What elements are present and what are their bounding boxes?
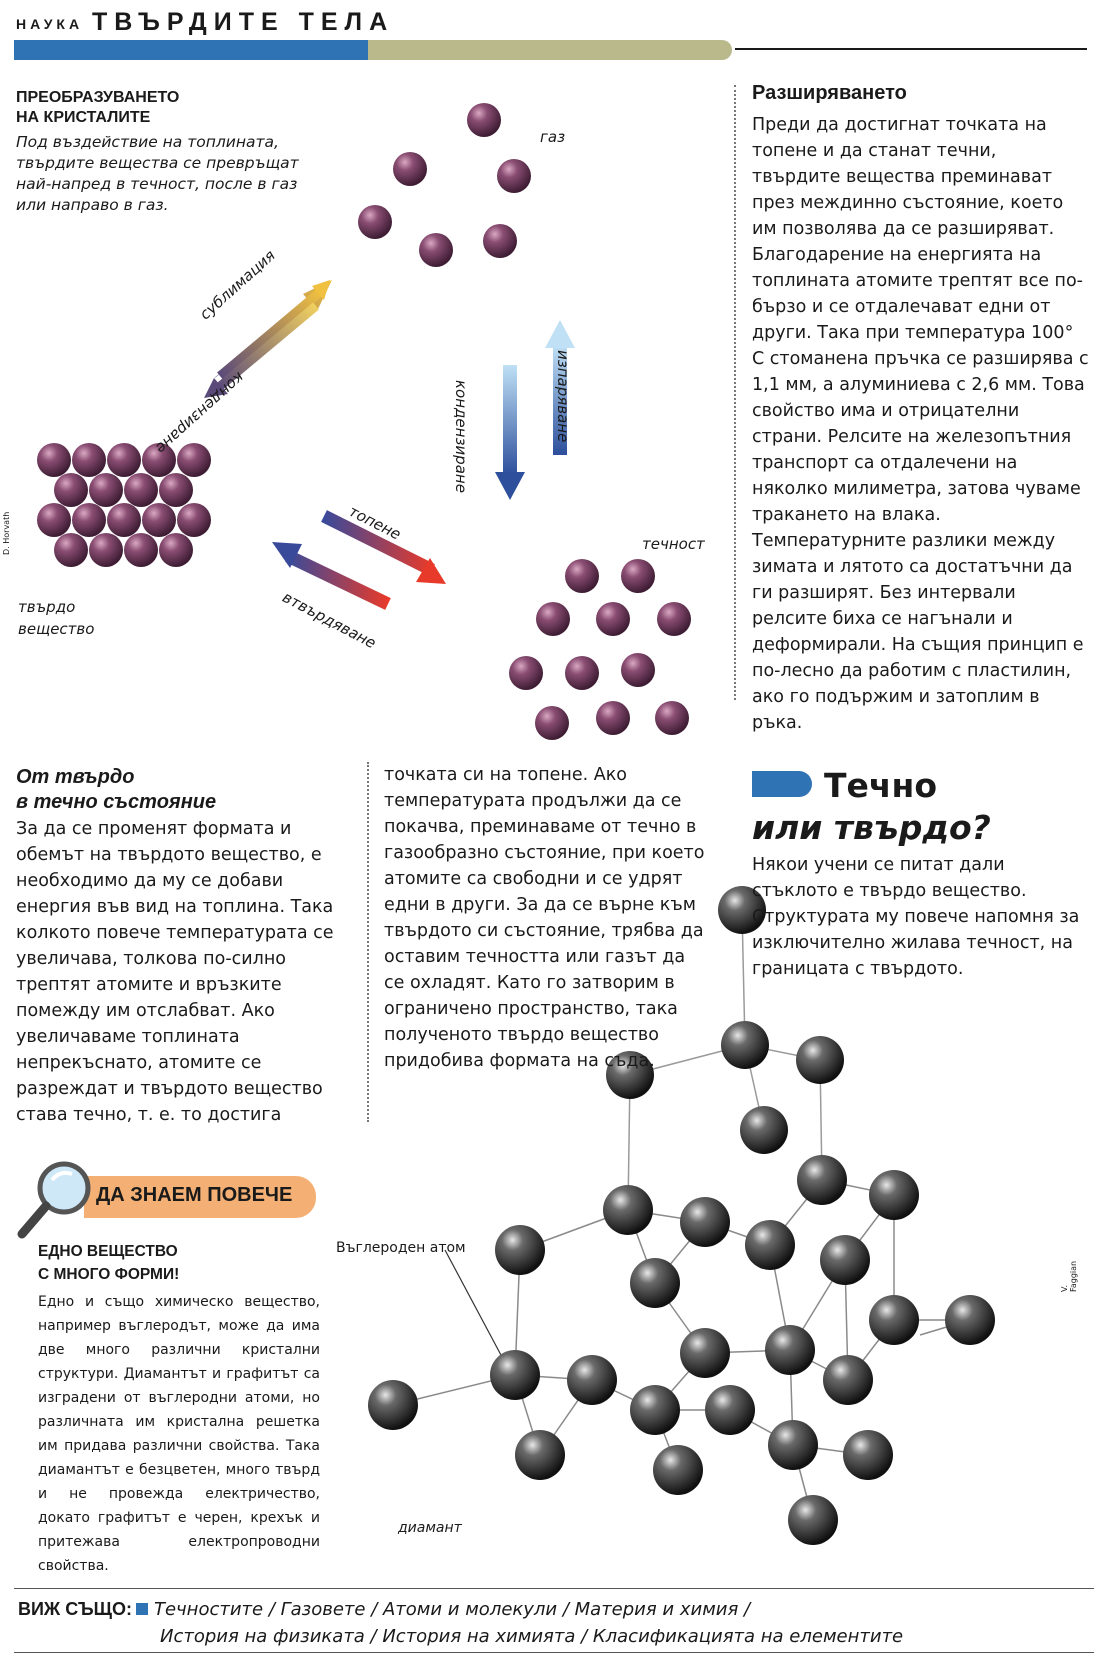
right-column-divider	[734, 85, 736, 700]
liquid-atoms	[509, 559, 691, 740]
diamond-label: диамант	[398, 1520, 462, 1536]
liquid-label: течност	[642, 535, 705, 553]
see-also-links-line2[interactable]: История на физиката / История на химията…	[160, 1626, 904, 1647]
page-title: ТВЪРДИТЕ ТЕЛА	[92, 8, 395, 36]
solid-to-liquid-text: За да се променят формата и обемът на тв…	[16, 819, 334, 1125]
expansion-title: Разширяването	[752, 82, 907, 104]
condensation-arrow-liquid	[495, 365, 525, 500]
evaporation-arrow	[545, 320, 575, 455]
section-label: НАУКА	[16, 16, 84, 32]
expansion-text: Преди да достигнат точката на топене и д…	[752, 115, 1089, 733]
column-divider	[367, 762, 369, 1122]
solid-to-liquid-title: От твърдо в течно състояние	[16, 766, 217, 813]
liquid-or-solid-text: Някои учени се питат дали стъклото е твъ…	[752, 855, 1080, 979]
lattice-credit: V. Faggian	[1060, 1260, 1078, 1292]
carbon-atom-pointer	[444, 1249, 511, 1373]
see-also-rule-top	[14, 1588, 1094, 1589]
solidification-arrow	[272, 542, 391, 610]
square-bullet-icon	[135, 1603, 148, 1615]
section-marker	[752, 771, 812, 797]
see-also: ВИЖ СЪЩО: Течностите / Газовете / Атоми и…	[18, 1596, 1088, 1650]
gas-label: газ	[540, 128, 566, 146]
liquid-or-solid-title: Течно или твърдо?	[752, 766, 991, 847]
header-bar-olive	[368, 40, 732, 60]
see-also-label: ВИЖ СЪЩО:	[18, 1599, 132, 1619]
solid-label: твърдо вещество	[18, 598, 95, 638]
diamond-atoms	[368, 1155, 995, 1545]
diagram-credit: D. Horvath	[2, 511, 11, 555]
condensation-liquid-label: кондензиране	[452, 380, 470, 493]
header-bar-blue	[14, 40, 368, 60]
learn-more-title: ЕДНО ВЕЩЕСТВО С МНОГО ФОРМИ!	[38, 1243, 180, 1283]
sublimation-arrow	[214, 280, 332, 380]
transform-title: ПРЕОБРАЗУВАНЕТО НА КРИСТАЛИТЕ	[16, 89, 180, 126]
condensation-arrow-solid	[204, 302, 319, 398]
carbon-atom-label: Въглероден атом	[336, 1240, 466, 1256]
learn-more-text: Едно и също химическо вещество, например…	[38, 1294, 320, 1574]
evaporation-label: изпаряване	[554, 350, 572, 443]
learn-more-tab	[84, 1176, 316, 1218]
gas-atoms	[358, 103, 531, 267]
melting-arrow	[321, 510, 446, 584]
glass-atoms	[606, 886, 844, 1154]
transform-text: Под въздействие на топлината, твърдите в…	[16, 133, 299, 214]
solid-atoms	[37, 443, 211, 567]
solid-to-liquid-text-cont: точката си на топене. Ако температурата …	[384, 765, 705, 1071]
header-rule	[735, 48, 1087, 50]
learn-more-label: ДА ЗНАЕМ ПОВЕЧЕ	[96, 1184, 293, 1206]
see-also-rule-bottom	[14, 1652, 1094, 1653]
see-also-links-line1[interactable]: Течностите / Газовете / Атоми и молекули…	[153, 1599, 751, 1620]
